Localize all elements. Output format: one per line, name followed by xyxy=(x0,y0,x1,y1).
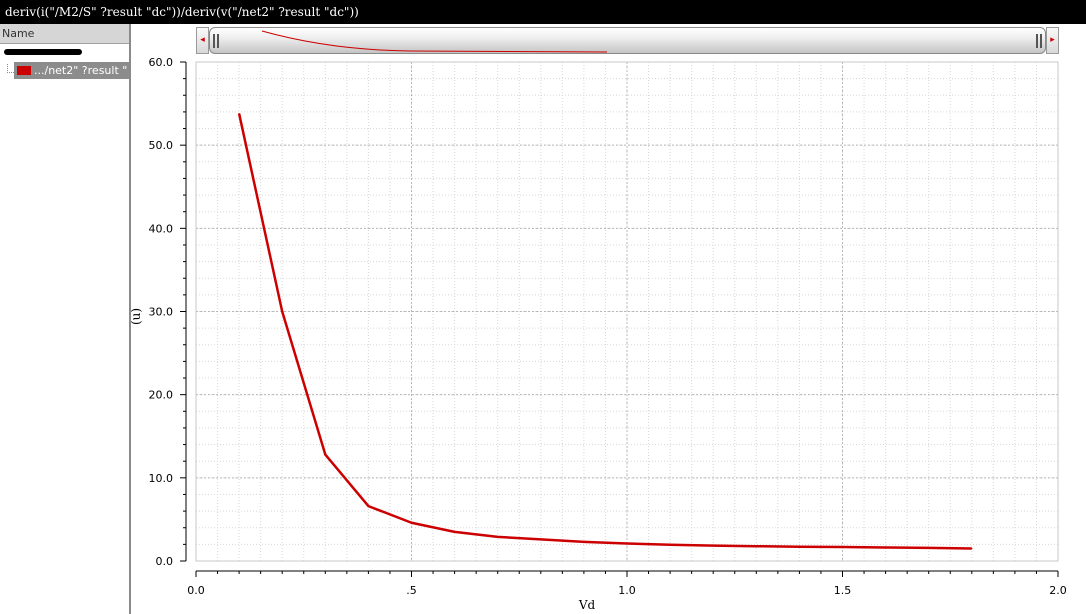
trace-legend-panel: Name .../net2" ?result " xyxy=(0,24,131,614)
scroll-left-arrow-icon[interactable]: ◂ xyxy=(196,27,209,54)
tree-connector xyxy=(7,64,14,73)
right-grip-icon[interactable] xyxy=(1036,34,1042,48)
data-point xyxy=(971,547,973,550)
data-point xyxy=(281,310,283,313)
name-column-header[interactable]: Name xyxy=(0,24,129,44)
y-tick-label: 50.0 xyxy=(149,139,174,152)
trace-list-item[interactable]: .../net2" ?result " xyxy=(14,62,129,79)
plot-frame xyxy=(195,61,1059,562)
scroll-right-glyph: ▸ xyxy=(1050,35,1055,45)
y-tick-label: 10.0 xyxy=(149,472,174,485)
y-tick-label: 30.0 xyxy=(149,306,174,319)
x-tick-label: 2.0 xyxy=(1049,584,1067,597)
data-point xyxy=(798,546,801,548)
chart-axes xyxy=(180,61,1059,577)
data-point xyxy=(367,505,369,507)
y-axis-title: (u) xyxy=(131,308,143,325)
scroll-right-arrow-icon[interactable]: ▸ xyxy=(1046,27,1059,54)
data-point xyxy=(712,545,714,547)
data-point xyxy=(497,536,499,538)
chart-area: 0.0 10.0 20.0 30.0 40.0 50.0 60.0 0.0 .5 1.0 1.5 2.… xyxy=(131,56,1067,612)
data-point xyxy=(238,112,240,115)
data-point xyxy=(324,453,326,456)
data-point xyxy=(885,546,887,549)
panel-splitter-handle[interactable] xyxy=(4,49,82,55)
scroll-thumb[interactable] xyxy=(209,27,1046,54)
trace-label: .../net2" ?result " xyxy=(34,64,128,77)
data-point xyxy=(841,546,844,548)
data-point xyxy=(669,544,671,546)
series-line xyxy=(237,113,972,550)
y-tick-label: 0.0 xyxy=(156,555,174,568)
x-tick-label: 0.0 xyxy=(187,584,205,597)
data-point xyxy=(454,531,456,533)
chart-series xyxy=(237,112,973,550)
scroll-left-glyph: ◂ xyxy=(200,35,205,45)
data-point xyxy=(583,541,585,543)
x-tick-label: .5 xyxy=(406,584,417,597)
window-title-bar: deriv(i("/M2/S" ?result "dc"))/deriv(v("… xyxy=(0,0,1086,24)
window-title: deriv(i("/M2/S" ?result "dc"))/deriv(v("… xyxy=(5,5,359,19)
left-grip-icon[interactable] xyxy=(213,34,219,48)
y-tick-label: 40.0 xyxy=(149,222,174,235)
trace-color-swatch-icon xyxy=(17,65,31,75)
chart-grid xyxy=(195,61,1059,562)
data-point xyxy=(928,547,930,549)
data-point xyxy=(755,545,757,547)
x-tick-label: 1.5 xyxy=(834,584,852,597)
data-point xyxy=(626,542,628,545)
x-axis-title: Vd xyxy=(578,598,596,612)
data-point xyxy=(410,522,413,524)
y-tick-label: 20.0 xyxy=(149,389,174,402)
chart-ticks: 0.0 10.0 20.0 30.0 40.0 50.0 60.0 0.0 .5 1.0 1.5 2.… xyxy=(149,56,1067,597)
y-tick-label: 60.0 xyxy=(149,56,174,69)
x-zoom-scrollbar[interactable]: ◂ ▸ xyxy=(196,27,1059,54)
data-point xyxy=(540,538,542,540)
x-tick-label: 1.0 xyxy=(618,584,636,597)
overview-trace xyxy=(261,30,608,53)
name-column-label: Name xyxy=(2,27,35,40)
